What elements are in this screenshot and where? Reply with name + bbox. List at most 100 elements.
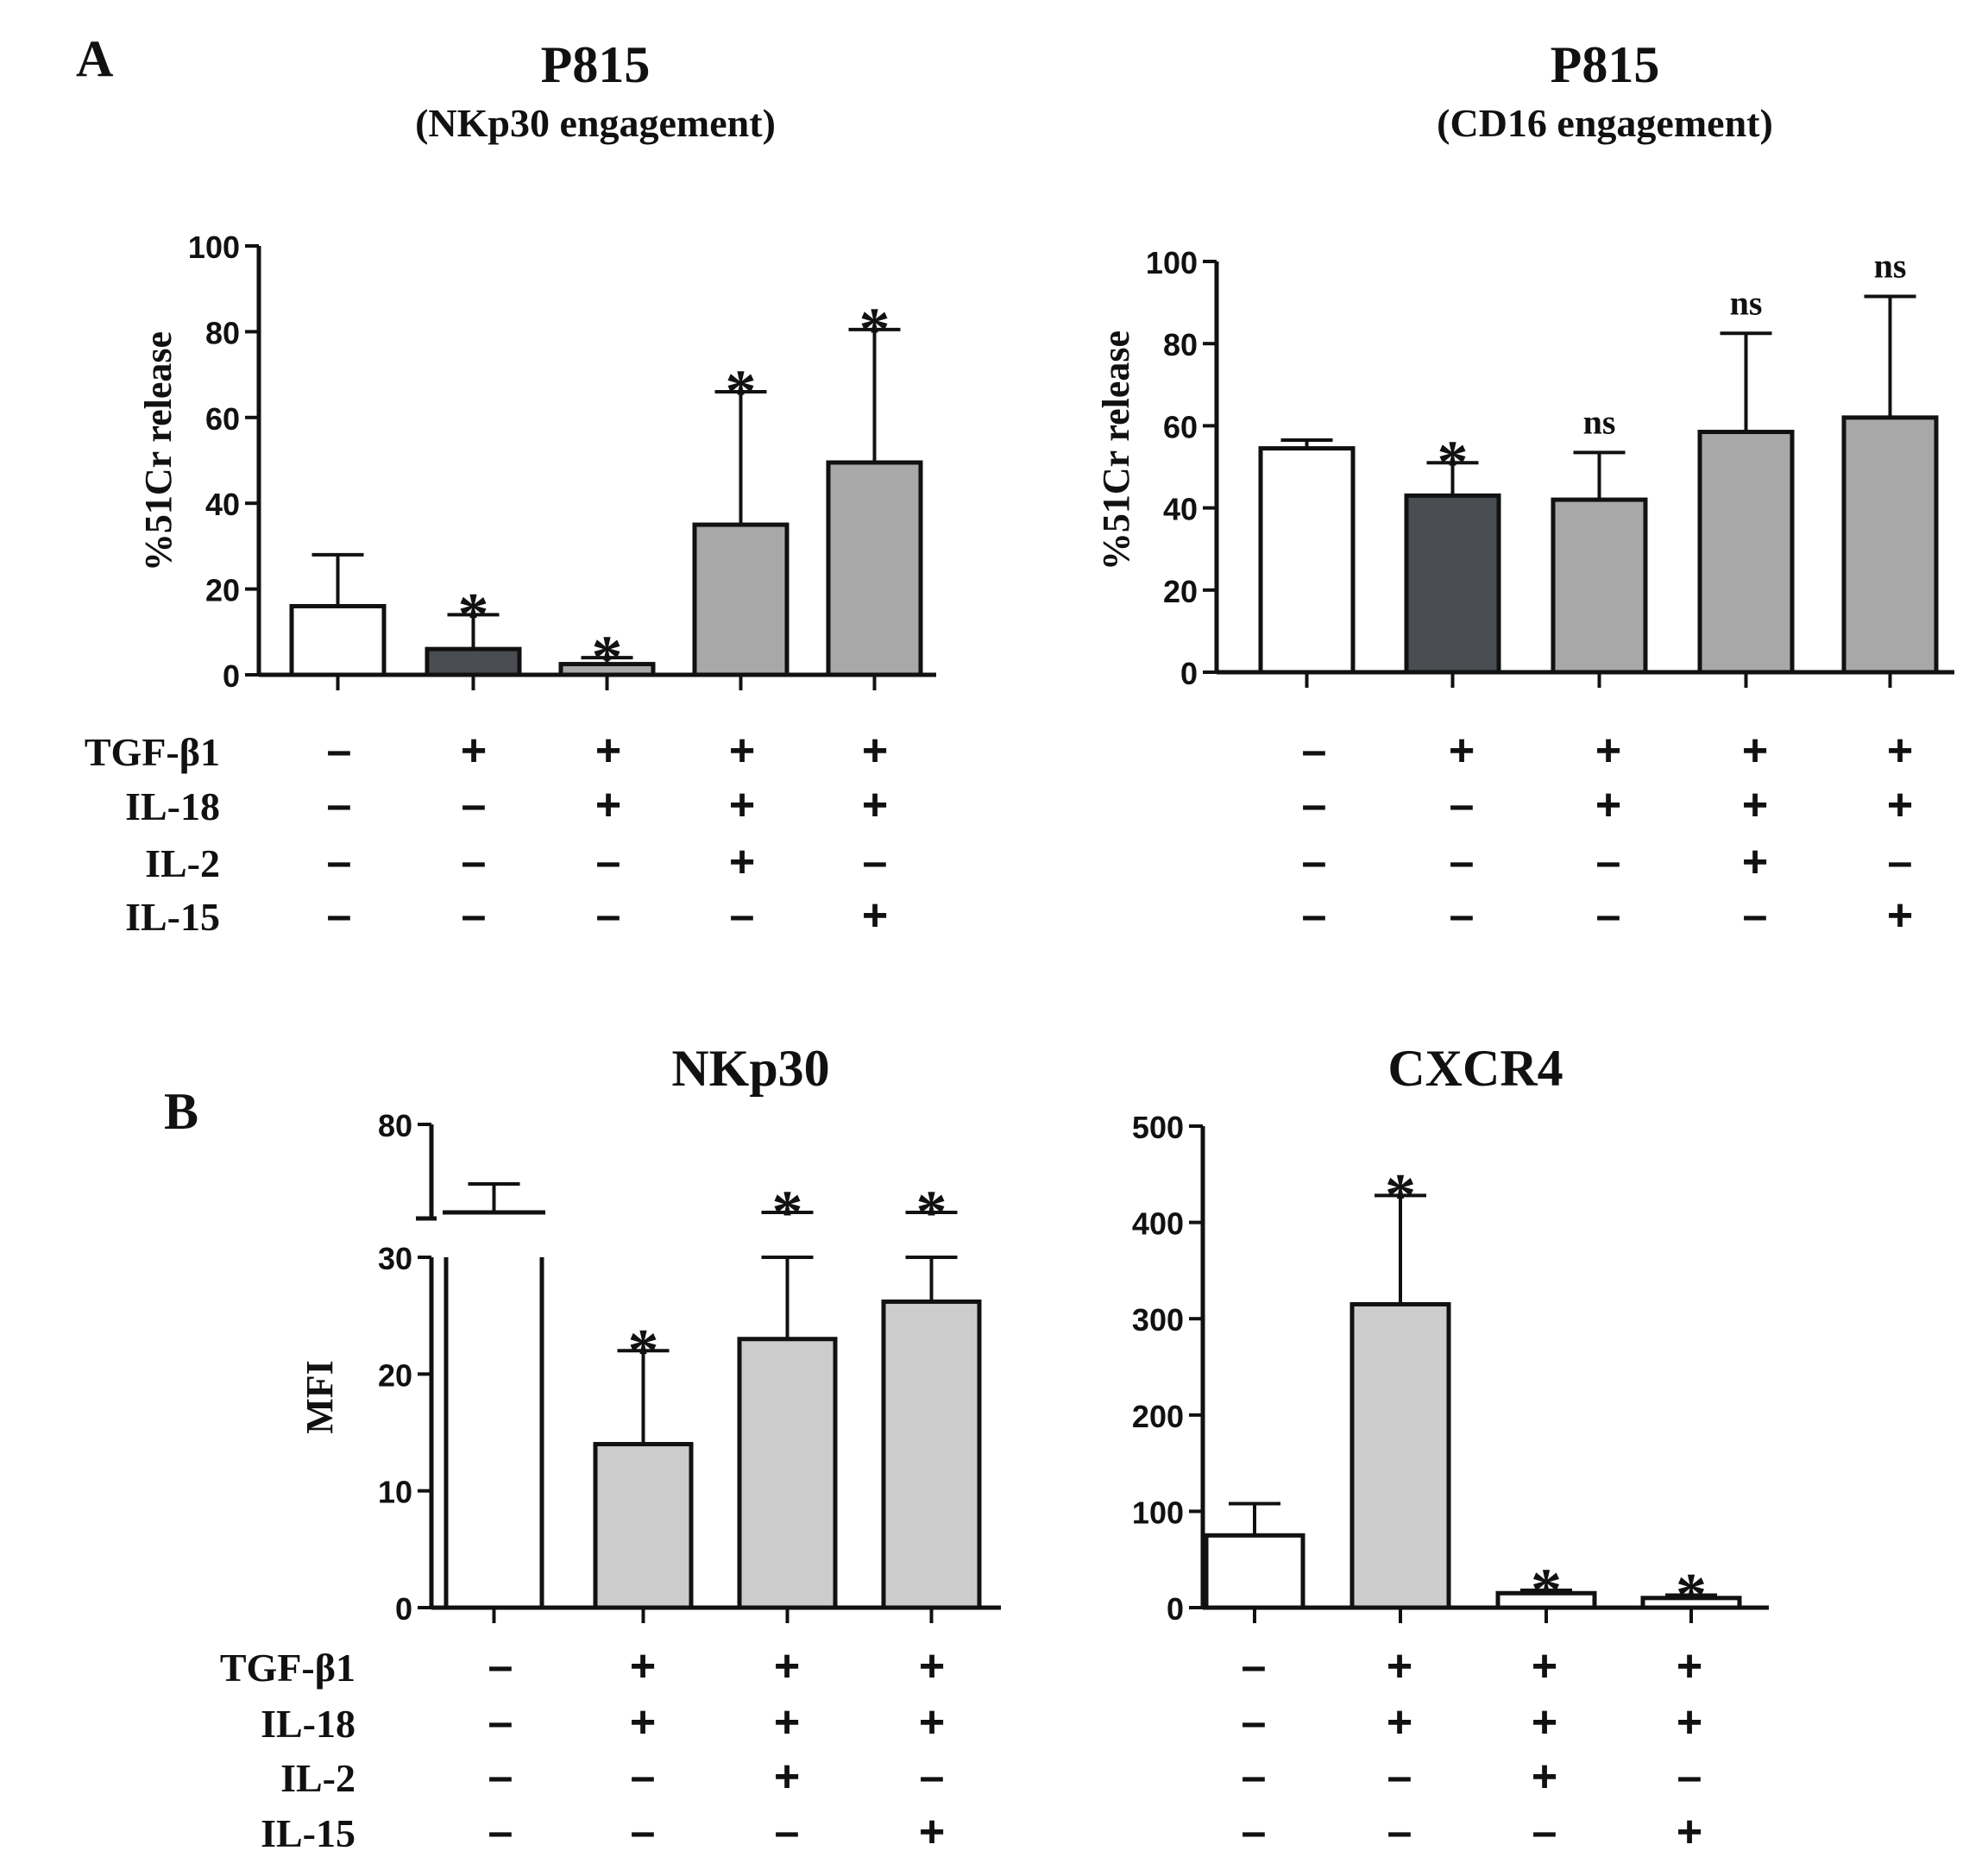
- chart3-bar: [737, 1337, 838, 1610]
- chart1-condition-sign: +: [595, 780, 621, 830]
- chart2-condition-sign: +: [1887, 891, 1913, 941]
- chart4-condition-sign: +: [1532, 1641, 1557, 1691]
- chart1-y-tick-label: 80: [205, 315, 240, 350]
- chart1-y-tick-label: 100: [188, 230, 240, 265]
- chart3-y-tick-label: 80: [378, 1108, 412, 1143]
- factor-label-b-tgf: TGF-β1: [220, 1646, 355, 1690]
- chart2-bar: [1551, 497, 1648, 675]
- chart3-annotation: *: [628, 1316, 659, 1385]
- chart2-bar: [1841, 415, 1939, 675]
- chart4-y-tick-label: 200: [1132, 1399, 1184, 1434]
- chart3-condition-sign: +: [919, 1641, 945, 1691]
- chart2-condition-sign: +: [1595, 780, 1621, 830]
- chart2-condition-sign: +: [1742, 837, 1768, 887]
- chart2-y-tick-label: 0: [1180, 656, 1198, 691]
- chart2-annotation: ns: [1874, 246, 1907, 285]
- chart1-condition-sign: –: [327, 780, 352, 830]
- chart2-condition-sign: –: [1596, 891, 1621, 941]
- chart4-condition-sign: –: [1242, 1752, 1267, 1802]
- chart3-condition-sign: +: [774, 1697, 800, 1747]
- chart3-y-tick-label: 20: [378, 1357, 412, 1393]
- chart1-condition-sign: +: [595, 726, 621, 776]
- chart2-ylabel: %51Cr release: [1095, 331, 1137, 570]
- chart3-bar: [593, 1442, 694, 1610]
- chart2-subtitle: (CD16 engagement): [1437, 101, 1773, 145]
- chart1-y-tick-label: 0: [223, 658, 240, 694]
- chart4-condition-sign: –: [1242, 1807, 1267, 1857]
- chart3-condition-sign: –: [775, 1807, 800, 1857]
- chart2-condition-sign: –: [1302, 780, 1327, 830]
- chart2-y-tick-label: 40: [1163, 492, 1198, 527]
- chart2-annotation: *: [1438, 428, 1469, 497]
- chart3-annotation: *: [772, 1178, 803, 1247]
- chart3-condition-sign: +: [774, 1641, 800, 1691]
- chart3-condition-sign: +: [630, 1641, 656, 1691]
- chart2-condition-sign: +: [1595, 726, 1621, 776]
- chart4-annotation: *: [1676, 1560, 1707, 1629]
- chart4-condition-sign: +: [1677, 1641, 1702, 1691]
- chart1-bar: [289, 603, 387, 677]
- chart2-annotation: ns: [1583, 402, 1616, 441]
- chart3-title: NKp30: [671, 1040, 829, 1097]
- chart2-y-tick-label: 20: [1163, 574, 1198, 609]
- panel-label-b: B: [164, 1083, 198, 1140]
- chart4-condition-sign: –: [1677, 1752, 1702, 1802]
- chart3-annotation: *: [916, 1178, 947, 1247]
- chart4-y-tick-label: 300: [1132, 1302, 1184, 1338]
- chart1-ylabel: %51Cr release: [137, 331, 179, 571]
- chart4-annotation: *: [1385, 1161, 1416, 1230]
- chart1-bar: [692, 522, 790, 677]
- chart3-y-tick-label: 30: [378, 1241, 412, 1276]
- chart4-condition-sign: +: [1387, 1697, 1412, 1747]
- chart3-condition-sign: +: [774, 1752, 800, 1802]
- chart1-condition-sign: –: [327, 837, 352, 887]
- chart3-condition-sign: –: [488, 1697, 513, 1747]
- chart4-condition-sign: +: [1532, 1697, 1557, 1747]
- chart2-bar: [1404, 493, 1501, 675]
- chart3-condition-sign: –: [488, 1641, 513, 1691]
- factor-label-a-tgf: TGF-β1: [85, 730, 220, 774]
- chart3-condition-sign: +: [919, 1807, 945, 1857]
- chart2-condition-sign: +: [1887, 780, 1913, 830]
- factor-label-a-il2: IL-2: [145, 841, 220, 885]
- chart4-condition-sign: –: [1387, 1752, 1412, 1802]
- chart1-condition-sign: +: [862, 780, 888, 830]
- chart1-condition-sign: +: [862, 726, 888, 776]
- chart3-condition-sign: –: [488, 1807, 513, 1857]
- chart1-title: P815: [541, 36, 651, 93]
- chart1-annotation: *: [458, 580, 489, 649]
- chart1-bar: [826, 460, 923, 677]
- chart2-condition-sign: –: [1596, 837, 1621, 887]
- chart4-y-tick-label: 0: [1167, 1591, 1184, 1627]
- chart2-annotation: ns: [1730, 283, 1763, 322]
- chart2-condition-sign: –: [1302, 726, 1327, 776]
- factor-label-b-il15: IL-15: [261, 1811, 355, 1855]
- chart1-condition-sign: +: [729, 780, 755, 830]
- chart4-y-tick-label: 400: [1132, 1206, 1184, 1242]
- panel-label-a: A: [76, 30, 113, 87]
- factor-label-a-il18: IL-18: [125, 784, 220, 828]
- chart4-condition-sign: +: [1677, 1697, 1702, 1747]
- chart3-condition-sign: –: [920, 1752, 945, 1802]
- chart1-condition-sign: –: [596, 891, 621, 941]
- chart2-condition-sign: –: [1302, 837, 1327, 887]
- factor-label-b-il18: IL-18: [261, 1702, 355, 1746]
- chart2-condition-sign: +: [1742, 726, 1768, 776]
- chart3-condition-sign: –: [631, 1752, 656, 1802]
- chart1-condition-sign: –: [730, 891, 755, 941]
- chart2-bar: [1258, 446, 1356, 675]
- chart2-condition-sign: +: [1742, 780, 1768, 830]
- chart3-condition-sign: –: [488, 1752, 513, 1802]
- chart4-y-tick-label: 500: [1132, 1110, 1184, 1145]
- chart1-y-tick-label: 20: [205, 573, 240, 608]
- chart4-condition-sign: –: [1532, 1807, 1557, 1857]
- factor-label-b-il2: IL-2: [280, 1756, 355, 1800]
- chart2-condition-sign: +: [1887, 726, 1913, 776]
- chart4-bar: [1349, 1301, 1451, 1610]
- chart4-title: CXCR4: [1387, 1040, 1563, 1097]
- chart1-condition-sign: –: [596, 837, 621, 887]
- chart1-y-tick-label: 60: [205, 401, 240, 437]
- chart2-condition-sign: –: [1450, 837, 1475, 887]
- chart2-condition-sign: –: [1888, 837, 1913, 887]
